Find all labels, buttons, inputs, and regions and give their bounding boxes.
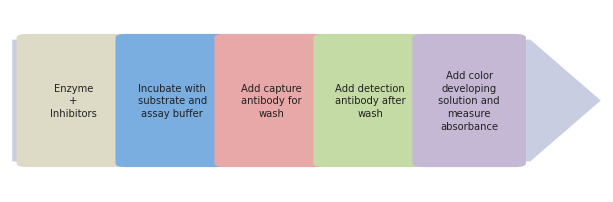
FancyBboxPatch shape	[115, 35, 229, 167]
Text: Add color
developing
solution and
measure
absorbance: Add color developing solution and measur…	[438, 70, 500, 132]
Text: Enzyme
+
Inhibitors: Enzyme + Inhibitors	[50, 83, 97, 119]
Polygon shape	[12, 40, 601, 162]
FancyBboxPatch shape	[413, 35, 526, 167]
Text: Add capture
antibody for
wash: Add capture antibody for wash	[241, 83, 302, 119]
FancyBboxPatch shape	[313, 35, 427, 167]
FancyBboxPatch shape	[17, 35, 130, 167]
FancyBboxPatch shape	[215, 35, 328, 167]
Text: Add detection
antibody after
wash: Add detection antibody after wash	[335, 83, 406, 119]
Text: Incubate with
substrate and
assay buffer: Incubate with substrate and assay buffer	[138, 83, 207, 119]
